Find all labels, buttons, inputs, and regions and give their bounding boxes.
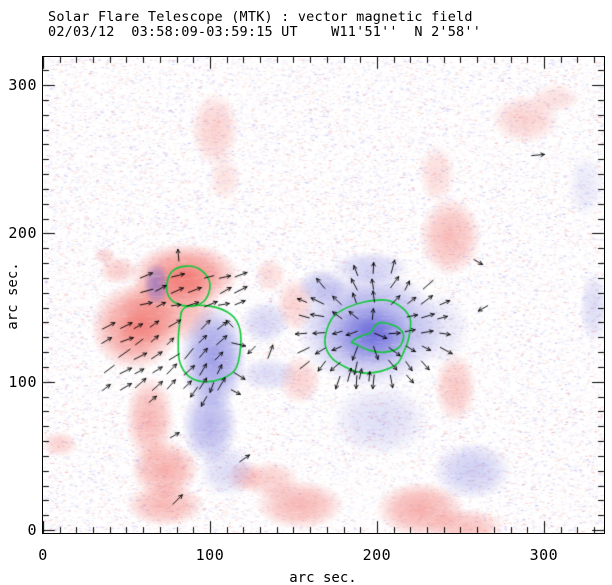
- x-tick-label: 100: [195, 546, 225, 564]
- y-axis-label: arc sec.: [5, 262, 21, 330]
- x-tick-label: 300: [529, 546, 559, 564]
- field-canvas: [43, 57, 604, 533]
- y-tick-label: 200: [8, 224, 37, 243]
- y-tick-label: 0: [27, 521, 37, 540]
- plot-frame: [42, 56, 605, 534]
- x-axis-label: arc sec.: [289, 570, 357, 585]
- figure-title: Solar Flare Telescope (MTK) : vector mag…: [48, 9, 473, 25]
- x-tick-label: 0: [38, 546, 48, 564]
- y-tick-label: 300: [8, 76, 37, 95]
- x-tick-label: 200: [362, 546, 392, 564]
- figure-subtitle: 02/03/12 03:58:09-03:59:15 UT W11'51'' N…: [48, 24, 482, 40]
- y-tick-label: 100: [8, 372, 37, 391]
